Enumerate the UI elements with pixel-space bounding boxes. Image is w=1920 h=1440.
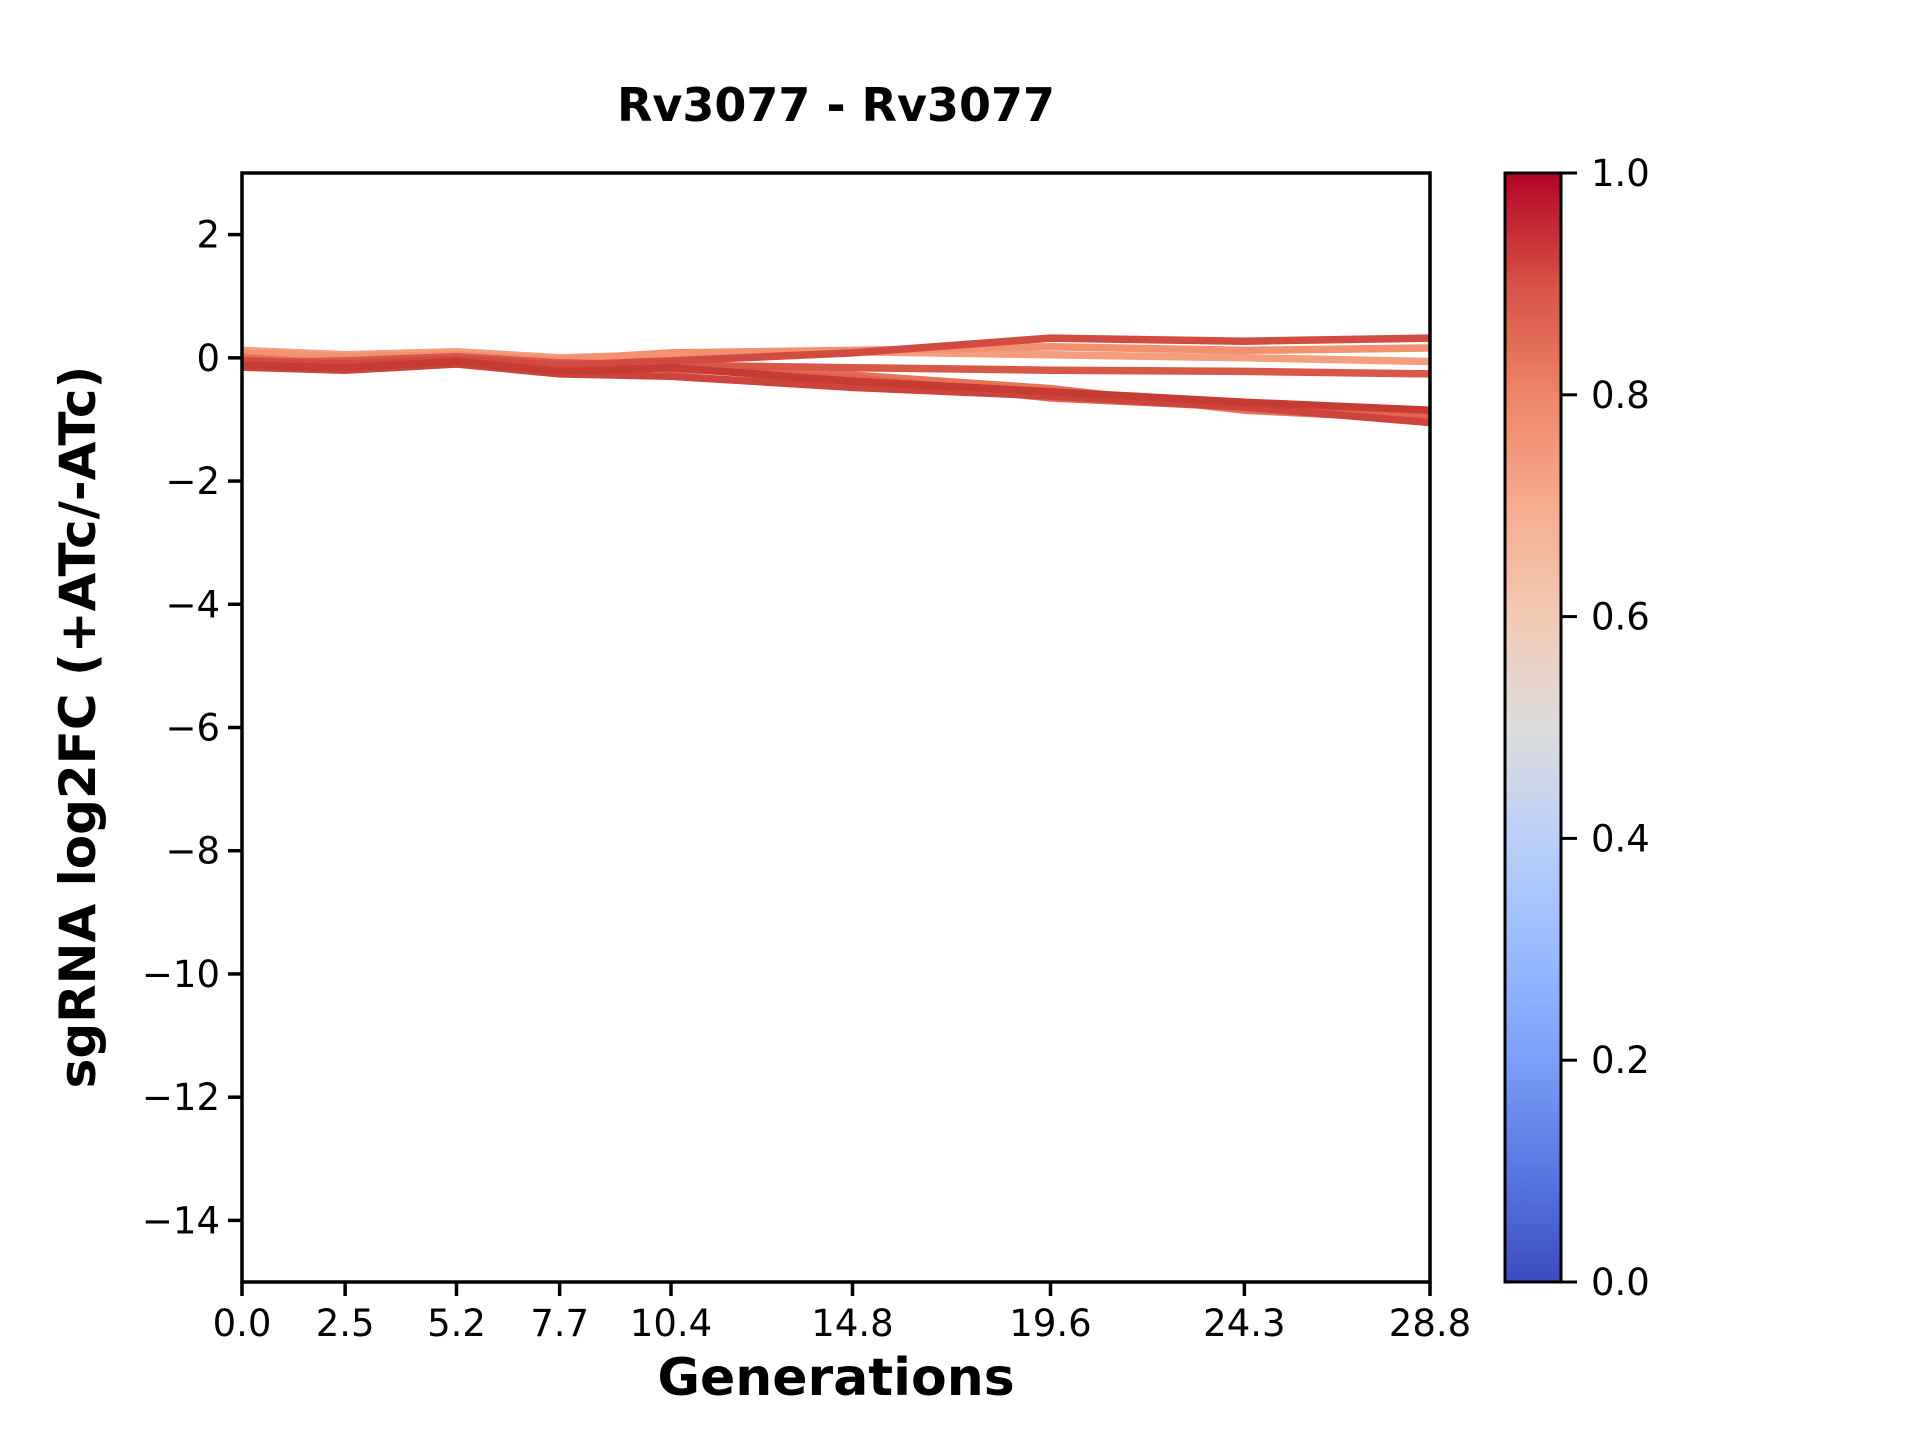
y-tick-label: −4 [165, 583, 220, 626]
x-tick-label: 2.5 [316, 1302, 375, 1345]
y-tick-label: 2 [196, 214, 220, 257]
colorbar-tick-label: 0.8 [1591, 374, 1650, 417]
x-tick-label: 0.0 [213, 1302, 272, 1345]
x-tick-label: 7.7 [530, 1302, 589, 1345]
y-tick-label: 0 [196, 337, 220, 380]
y-tick-label: −6 [165, 707, 220, 750]
y-tick-label: −10 [142, 953, 220, 996]
colorbar-tick-label: 0.2 [1591, 1039, 1650, 1082]
x-tick-label: 24.3 [1203, 1302, 1285, 1345]
colorbar-tick-label: 0.4 [1591, 817, 1650, 860]
x-tick-label: 19.6 [1009, 1302, 1091, 1345]
x-axis-label: Generations [657, 1348, 1015, 1408]
x-tick-label: 14.8 [811, 1302, 893, 1345]
colorbar-tick-label: 1.0 [1591, 152, 1650, 195]
y-tick-label: −8 [165, 830, 220, 873]
y-axis-label: sgRNA log2FC (+ATc/-ATc) [49, 365, 107, 1089]
x-tick-label: 28.8 [1389, 1302, 1471, 1345]
y-tick-label: −14 [142, 1199, 220, 1242]
chart-title: Rv3077 - Rv3077 [617, 78, 1055, 132]
colorbar [1503, 171, 1563, 1284]
y-tick-label: −12 [142, 1076, 220, 1119]
colorbar-tick-label: 0.6 [1591, 596, 1650, 639]
x-tick-label: 5.2 [427, 1302, 486, 1345]
sgRNA-line-8 [241, 357, 1431, 414]
colorbar-tick-label: 0.0 [1591, 1261, 1650, 1304]
y-tick-label: −2 [165, 460, 220, 503]
x-tick-label: 10.4 [630, 1302, 712, 1345]
